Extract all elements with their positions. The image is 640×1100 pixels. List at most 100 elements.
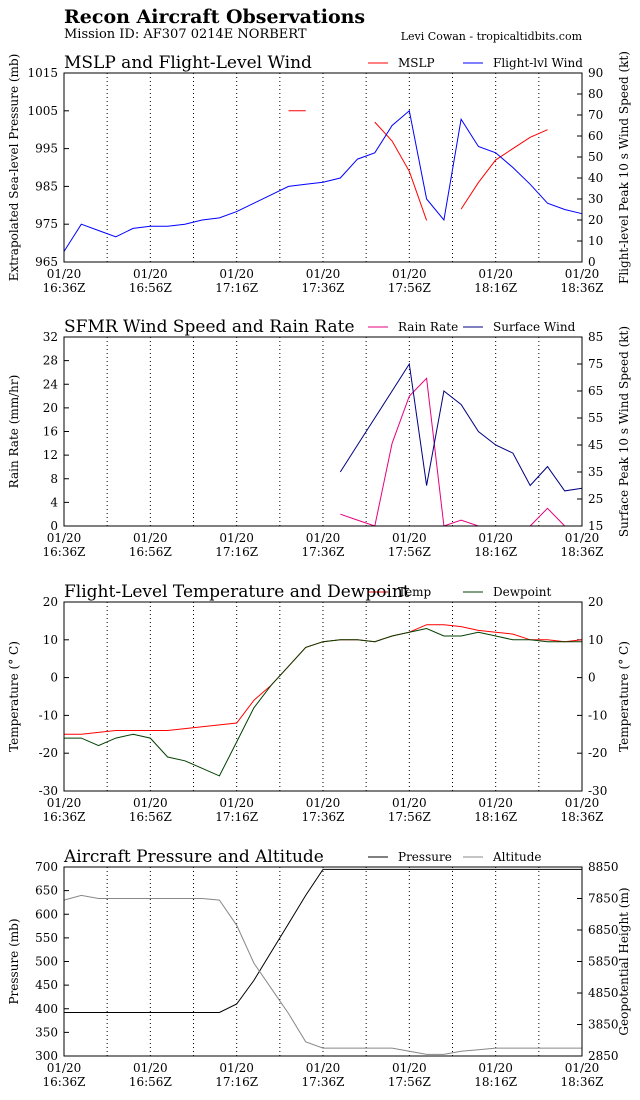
series-line	[460, 129, 548, 210]
x-tick-label: 16:56Z	[129, 281, 172, 295]
y2-tick-label: 35	[588, 465, 603, 479]
x-tick-label: 17:56Z	[388, 545, 431, 559]
x-tick-label: 01/20	[478, 267, 513, 281]
x-tick-label: 17:36Z	[302, 545, 345, 559]
x-tick-label: 01/20	[133, 1061, 168, 1075]
x-tick-label: 16:56Z	[129, 545, 172, 559]
y2-tick-label: 40	[588, 171, 603, 185]
y2-tick-label: 80	[588, 87, 603, 101]
x-tick-label: 01/20	[219, 267, 254, 281]
x-tick-label: 17:36Z	[302, 281, 345, 295]
chart-title: MSLP and Flight-Level Wind	[64, 53, 312, 73]
legend-label: Dewpoint	[493, 585, 551, 599]
y2-axis-label: Temperature (° C)	[617, 641, 631, 752]
x-tick-label: 17:16Z	[215, 545, 258, 559]
y2-tick-label: 25	[588, 492, 603, 506]
y2-tick-label: 8850	[588, 860, 619, 874]
x-tick-label: 01/20	[47, 267, 82, 281]
y-tick-label: 965	[35, 255, 58, 269]
x-tick-label: 01/20	[219, 796, 254, 810]
y2-tick-label: 7850	[588, 892, 619, 906]
x-tick-label: 01/20	[133, 267, 168, 281]
x-tick-label: 01/20	[306, 267, 341, 281]
y-tick-label: 700	[35, 860, 58, 874]
x-tick-label: 01/20	[565, 267, 600, 281]
plot-area	[63, 336, 583, 527]
y2-tick-label: 85	[588, 330, 603, 344]
x-tick-label: 01/20	[47, 796, 82, 810]
y2-tick-label: 75	[588, 357, 603, 371]
y-tick-label: 0	[50, 519, 58, 533]
x-tick-label: 17:16Z	[215, 281, 258, 295]
x-tick-label: 01/20	[565, 1061, 600, 1075]
y-tick-label: 10	[43, 633, 58, 647]
x-tick-label: 01/20	[478, 796, 513, 810]
chart-title: Flight-Level Temperature and Dewpoint	[64, 582, 410, 602]
legend-label: Rain Rate	[398, 320, 458, 334]
x-tick-label: 17:36Z	[302, 1075, 345, 1089]
y-tick-label: 975	[35, 217, 58, 231]
x-tick-label: 01/20	[392, 531, 427, 545]
x-tick-label: 01/20	[392, 796, 427, 810]
x-tick-label: 16:36Z	[43, 545, 86, 559]
x-tick-label: 01/20	[47, 531, 82, 545]
y-tick-label: 650	[35, 884, 58, 898]
y-tick-label: 400	[35, 1002, 58, 1016]
y-tick-label: 600	[35, 907, 58, 921]
y-tick-label: 4	[50, 495, 58, 509]
y2-tick-label: 2850	[588, 1049, 619, 1063]
chart-title: Aircraft Pressure and Altitude	[63, 847, 324, 867]
x-tick-label: 01/20	[47, 1061, 82, 1075]
legend-label: MSLP	[398, 56, 435, 70]
y-tick-label: -10	[39, 708, 58, 722]
series-line	[340, 377, 582, 527]
y2-tick-label: 5850	[588, 955, 619, 969]
y2-tick-label: 20	[588, 595, 603, 609]
x-tick-label: 18:36Z	[561, 1075, 604, 1089]
x-tick-label: 18:36Z	[561, 281, 604, 295]
x-tick-label: 01/20	[306, 796, 341, 810]
mission-id: Mission ID: AF307 0214E NORBERT	[64, 27, 307, 42]
x-tick-label: 16:36Z	[43, 810, 86, 824]
x-tick-label: 01/20	[306, 531, 341, 545]
x-tick-label: 18:16Z	[474, 281, 517, 295]
y-tick-label: 20	[43, 595, 58, 609]
x-tick-label: 17:36Z	[302, 810, 345, 824]
y2-tick-label: 70	[588, 108, 603, 122]
x-tick-label: 01/20	[565, 531, 600, 545]
x-tick-label: 01/20	[133, 796, 168, 810]
y-tick-label: 1015	[27, 66, 58, 80]
y2-tick-label: 90	[588, 66, 603, 80]
y-tick-label: 500	[35, 955, 58, 969]
x-tick-label: 01/20	[478, 531, 513, 545]
y-tick-label: 28	[43, 354, 58, 368]
x-tick-label: 16:36Z	[43, 281, 86, 295]
x-tick-label: 01/20	[219, 531, 254, 545]
plot-frame	[63, 866, 583, 1057]
y2-tick-label: 10	[588, 234, 603, 248]
y-tick-label: 32	[43, 330, 58, 344]
series-line	[339, 362, 583, 492]
y2-tick-label: 30	[588, 192, 603, 206]
y2-tick-label: 50	[588, 150, 603, 164]
y2-tick-label: 0	[588, 255, 596, 269]
x-tick-label: 17:16Z	[215, 1075, 258, 1089]
y2-tick-label: 10	[588, 633, 603, 647]
y-tick-label: 16	[43, 425, 58, 439]
y2-tick-label: 65	[588, 384, 603, 398]
y-axis-label: Extrapolated Sea-level Pressure (mb)	[7, 54, 21, 282]
x-tick-label: 01/20	[392, 1061, 427, 1075]
y-tick-label: 350	[35, 1025, 58, 1039]
x-tick-label: 18:16Z	[474, 545, 517, 559]
series-line	[64, 627, 582, 777]
y-tick-label: 12	[43, 448, 58, 462]
x-tick-label: 17:16Z	[215, 810, 258, 824]
y2-tick-label: 4850	[588, 986, 619, 1000]
y-tick-label: 24	[43, 377, 59, 391]
x-tick-label: 01/20	[565, 796, 600, 810]
chart-title: SFMR Wind Speed and Rain Rate	[64, 317, 355, 337]
y-tick-label: 1005	[27, 104, 58, 118]
y2-tick-label: -20	[588, 746, 607, 760]
y-tick-label: 0	[50, 671, 58, 685]
